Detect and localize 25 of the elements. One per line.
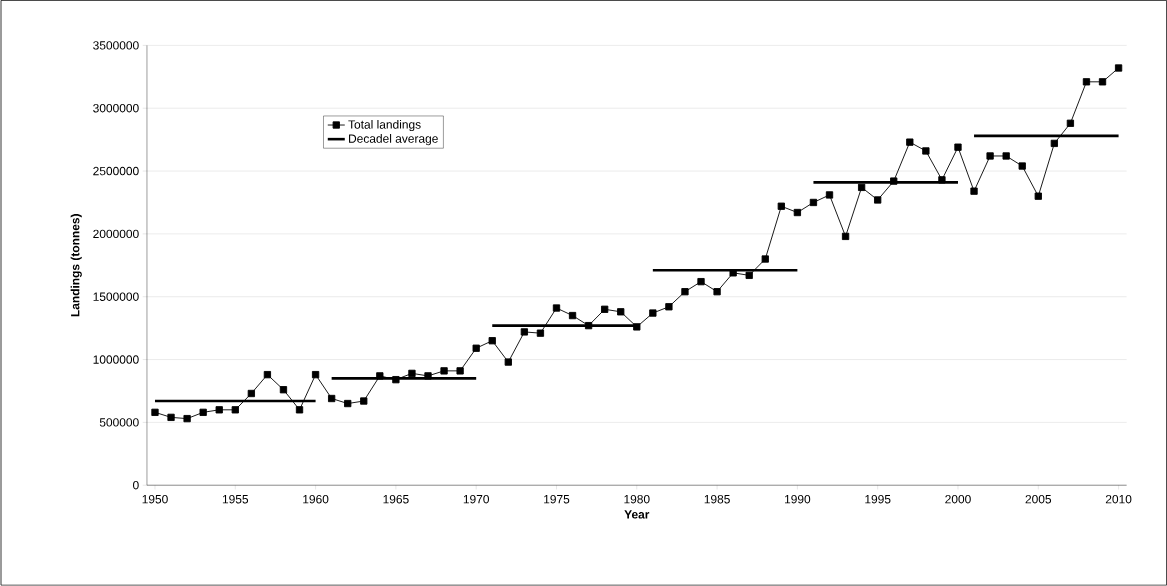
- y-tick-label: 3000000: [93, 103, 139, 113]
- y-tick-label: 1500000: [93, 292, 139, 301]
- x-tick-label: 1955: [222, 494, 249, 504]
- y-tick-label: 500000: [99, 418, 139, 427]
- x-tick-label: 2010: [1105, 494, 1132, 504]
- x-tick-label: 1975: [544, 494, 570, 504]
- y-tick-label: 2000000: [93, 229, 139, 239]
- x-tick-label: 1965: [383, 494, 409, 504]
- x-tick-label: 1970: [463, 494, 490, 504]
- y-tick-label: 1000000: [93, 355, 139, 364]
- x-tick-label: 1950: [142, 494, 168, 504]
- x-tick-label: 1960: [303, 494, 329, 504]
- legend-label: Total landings: [348, 119, 421, 131]
- x-tick-label: 2000: [945, 494, 971, 504]
- x-tick-label: 1990: [785, 494, 811, 504]
- y-tick-label: 2500000: [93, 166, 139, 176]
- x-tick-label: 1995: [865, 494, 891, 504]
- y-axis-title: Landings (tonnes): [70, 214, 82, 317]
- y-tick-label: 3500000: [93, 41, 139, 50]
- y-tick-label: 0: [133, 480, 139, 490]
- x-tick-label: 1985: [704, 494, 730, 504]
- x-tick-label: 1980: [624, 494, 650, 504]
- x-tick-label: 2005: [1025, 494, 1052, 504]
- legend-label: Decadel average: [349, 133, 438, 146]
- x-axis-title: Year: [624, 510, 650, 519]
